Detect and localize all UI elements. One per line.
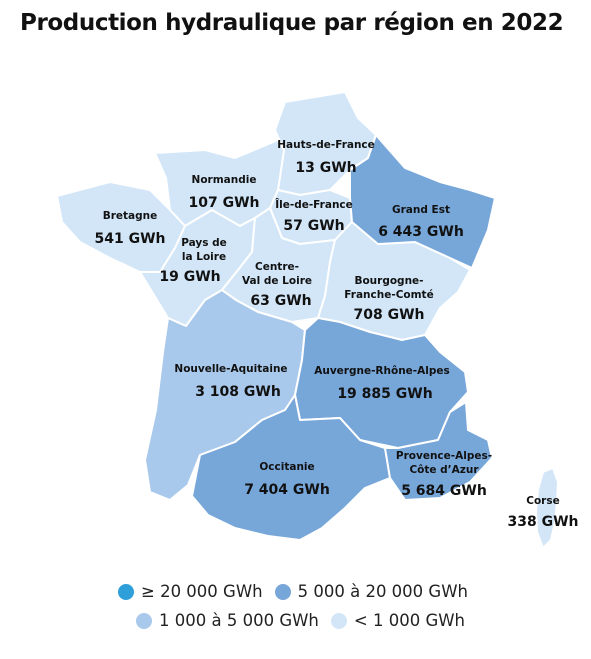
page-title: Production hydraulique par région en 202…: [20, 10, 564, 36]
region-name: Île-de-France: [275, 198, 353, 211]
legend-item-1000-5000: 1 000 à 5 000 GWh: [136, 611, 319, 630]
legend-label: < 1 000 GWh: [353, 611, 465, 630]
label-auvergne-rhone-alpes: Auvergne-Rhône-Alpes 19 885 GWh: [314, 365, 450, 402]
region-value: 13 GWh: [295, 160, 356, 176]
region-name: Occitanie: [259, 461, 314, 473]
region-name-line-2: Val de Loire: [242, 275, 312, 287]
legend-swatch: [118, 583, 134, 600]
region-bretagne[interactable]: [56, 181, 186, 273]
region-name: Hauts-de-France: [277, 139, 375, 151]
region-name: Bretagne: [103, 210, 158, 222]
label-bretagne: Bretagne 541 GWh: [95, 210, 166, 247]
region-name: Nouvelle-Aquitaine: [174, 363, 287, 375]
region-value: 107 GWh: [189, 195, 260, 211]
region-name: Corse: [526, 495, 559, 507]
label-bourgogne-franche-comte: Bourgogne- Franche-Comté 708 GWh: [344, 275, 433, 323]
region-value: 6 443 GWh: [378, 224, 464, 240]
region-corse[interactable]: [535, 467, 559, 549]
legend-item-ge-20000: ≥ 20 000 GWh: [118, 582, 263, 601]
legend-label: 5 000 à 20 000 GWh: [297, 582, 468, 601]
region-name-line-2: Franche-Comté: [344, 289, 433, 301]
label-occitanie: Occitanie 7 404 GWh: [244, 461, 330, 498]
region-value: 19 885 GWh: [337, 386, 432, 402]
region-name-line-1: Bourgogne-: [354, 275, 423, 287]
label-pays-de-la-loire: Pays de la Loire 19 GWh: [159, 237, 226, 285]
legend-item-lt-1000: < 1 000 GWh: [330, 611, 465, 630]
legend-swatch: [136, 612, 152, 629]
label-centre-val-de-loire: Centre- Val de Loire 63 GWh: [242, 261, 312, 309]
region-value: 708 GWh: [354, 307, 425, 323]
legend-item-5000-20000: 5 000 à 20 000 GWh: [274, 582, 468, 601]
region-grand-est[interactable]: [349, 134, 496, 269]
region-value: 338 GWh: [508, 514, 579, 530]
region-name-line-1: Pays de: [181, 237, 227, 249]
region-name: Auvergne-Rhône-Alpes: [314, 365, 450, 377]
region-value: 3 108 GWh: [195, 384, 281, 400]
region-name-line-1: Provence-Alpes-: [396, 450, 492, 462]
label-hauts-de-france: Hauts-de-France 13 GWh: [277, 139, 375, 176]
region-occitanie[interactable]: [191, 394, 391, 541]
region-name-line-2: la Loire: [182, 251, 226, 263]
legend-swatch: [274, 583, 291, 600]
region-provence-alpes-cote-dazur[interactable]: [384, 401, 493, 501]
region-value: 541 GWh: [95, 231, 166, 247]
region-name-line-1: Centre-: [255, 261, 299, 273]
legend-row-1: ≥ 20 000 GWh 5 000 à 20 000 GWh: [118, 582, 480, 601]
region-value: 7 404 GWh: [244, 482, 330, 498]
label-provence-alpes-cote-dazur: Provence-Alpes- Côte d’Azur 5 684 GWh: [396, 450, 492, 499]
label-grand-est: Grand Est 6 443 GWh: [378, 204, 464, 240]
region-value: 5 684 GWh: [401, 483, 487, 499]
region-name: Grand Est: [392, 204, 450, 216]
legend-label: 1 000 à 5 000 GWh: [159, 611, 319, 630]
region-value: 19 GWh: [159, 269, 220, 285]
label-ile-de-france: Île-de-France 57 GWh: [275, 198, 353, 234]
label-corse: Corse 338 GWh: [508, 495, 579, 530]
region-name-line-2: Côte d’Azur: [409, 464, 479, 476]
legend-row-2: 1 000 à 5 000 GWh < 1 000 GWh: [136, 611, 477, 630]
legend-swatch: [330, 612, 347, 629]
label-nouvelle-aquitaine: Nouvelle-Aquitaine 3 108 GWh: [174, 363, 287, 400]
legend-label: ≥ 20 000 GWh: [141, 582, 263, 601]
region-name: Normandie: [192, 174, 257, 186]
region-value: 63 GWh: [250, 293, 311, 309]
label-normandie: Normandie 107 GWh: [189, 174, 260, 211]
region-value: 57 GWh: [283, 218, 344, 234]
